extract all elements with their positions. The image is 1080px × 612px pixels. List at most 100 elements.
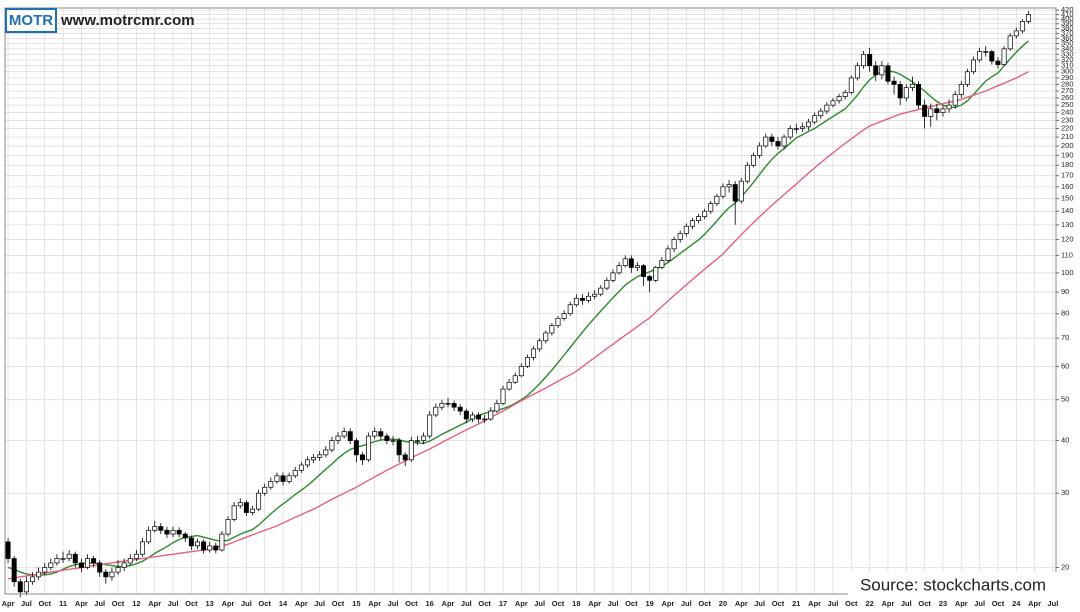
x-tick-label: Oct	[845, 599, 858, 608]
x-tick-label: Apr	[75, 599, 88, 608]
x-tick-label: 12	[132, 599, 140, 608]
x-tick-label: Jul	[94, 599, 105, 608]
candle-body	[433, 406, 439, 416]
candle-body	[763, 136, 769, 147]
x-tick-label: Apr	[735, 599, 748, 608]
y-tick-label: 370	[1061, 28, 1074, 37]
candle-body	[983, 51, 989, 53]
candle-body	[396, 440, 402, 456]
candle-body	[854, 65, 860, 79]
candle-body	[402, 454, 408, 461]
candle-body	[634, 265, 640, 268]
x-tick-label: 20	[719, 599, 727, 608]
y-tick-label: 220	[1061, 124, 1074, 133]
candle-body	[885, 65, 891, 82]
candle-body	[549, 325, 555, 334]
x-tick-label: 13	[206, 599, 214, 608]
candle-body	[121, 562, 127, 568]
x-tick-label: Oct	[112, 599, 125, 608]
candle-body	[714, 195, 720, 204]
x-tick-label: 21	[792, 599, 800, 608]
candle-body	[280, 475, 286, 482]
candle-body	[115, 567, 121, 573]
candle-body	[304, 459, 310, 466]
x-tick-label: 19	[645, 599, 653, 608]
candle-body	[567, 304, 573, 315]
y-tick-label: 50	[1061, 395, 1069, 404]
candle-body	[665, 248, 671, 261]
candle-body	[940, 108, 946, 113]
candle-body	[769, 136, 775, 142]
candle-body	[891, 80, 897, 85]
candle-body	[60, 558, 66, 560]
candle-body	[85, 558, 90, 568]
candle-body	[897, 84, 903, 99]
candle-body	[524, 357, 530, 367]
candle-body	[818, 110, 824, 117]
candle-body	[372, 431, 378, 437]
x-tick-label: Oct	[38, 599, 51, 608]
y-tick-label: 300	[1061, 67, 1074, 76]
x-tick-label: Jul	[608, 599, 619, 608]
x-tick-label: 22	[865, 599, 873, 608]
candle-body	[842, 92, 848, 97]
candle-body	[170, 529, 176, 535]
y-tick-label: 30	[1061, 488, 1069, 497]
candle-body	[139, 541, 145, 555]
y-tick-label: 310	[1061, 61, 1074, 70]
candle-body	[463, 410, 469, 420]
candle-body	[97, 562, 103, 573]
y-tick-label: 420	[1061, 5, 1074, 14]
y-tick-label: 240	[1061, 108, 1074, 117]
x-tick-label: Oct	[478, 599, 491, 608]
x-tick-label: Oct	[552, 599, 565, 608]
candle-body	[647, 276, 653, 281]
indicator-lines	[7, 40, 1029, 580]
candle-body	[188, 537, 194, 547]
candle-body	[579, 297, 585, 301]
y-tick-label: 150	[1061, 194, 1074, 203]
candle-body	[298, 464, 304, 471]
candle-body	[225, 519, 231, 535]
candle-body	[598, 287, 604, 295]
candle-body	[194, 541, 200, 547]
candle-body	[787, 128, 793, 138]
candle-body	[152, 526, 158, 531]
candle-body	[390, 440, 396, 442]
x-tick-label: Jul	[534, 599, 545, 608]
candle-body	[30, 576, 35, 583]
y-tick-label: 320	[1061, 55, 1074, 64]
candle-body	[127, 558, 133, 564]
candle-body	[268, 481, 274, 488]
y-tick-label: 260	[1061, 93, 1074, 102]
x-tick-label: Jul	[754, 599, 765, 608]
candle-body	[78, 562, 84, 568]
candle-body	[256, 492, 262, 510]
x-tick-label: Apr	[588, 599, 601, 608]
candle-body	[384, 435, 390, 441]
candle-body	[531, 348, 537, 358]
candle-body	[366, 435, 372, 461]
candle-body	[146, 529, 152, 543]
candle-body	[793, 128, 799, 130]
candle-body	[506, 381, 512, 390]
x-tick-label: Apr	[662, 599, 675, 608]
candle-body	[561, 313, 567, 319]
candle-body	[934, 108, 940, 113]
candle-body	[42, 567, 48, 573]
candle-body	[408, 440, 414, 461]
y-tick-label: 80	[1061, 309, 1069, 318]
line-series	[7, 71, 1029, 580]
candle-body	[592, 293, 598, 297]
candle-body	[573, 297, 579, 306]
candle-body	[469, 414, 475, 420]
candle-body	[201, 541, 207, 551]
website: www.motrcmr.com	[60, 12, 195, 29]
x-tick-label: Oct	[918, 599, 931, 608]
x-tick-label: Jul	[388, 599, 399, 608]
candle-body	[641, 265, 647, 277]
candle-body	[286, 475, 292, 482]
candle-body	[445, 403, 451, 405]
candle-body	[274, 475, 280, 482]
candle-body	[17, 581, 23, 593]
